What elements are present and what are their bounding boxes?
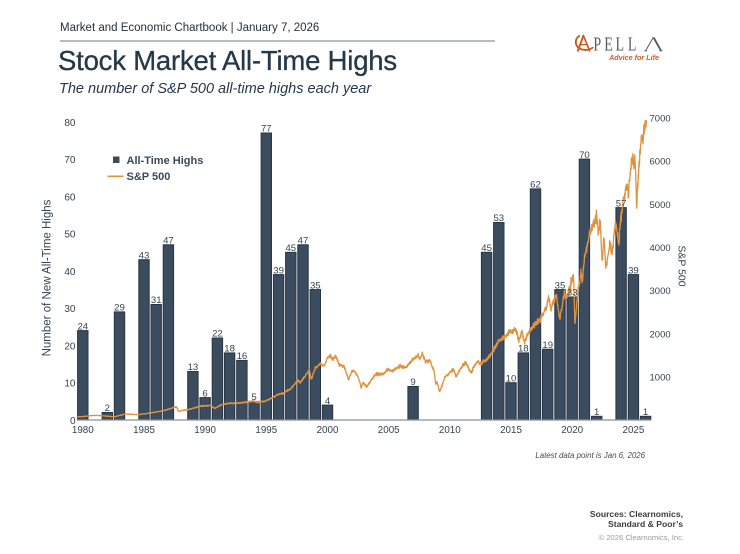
svg-text:19: 19 xyxy=(542,340,553,351)
svg-text:45: 45 xyxy=(481,243,492,254)
svg-text:70: 70 xyxy=(579,150,590,161)
svg-text:1980: 1980 xyxy=(72,425,94,436)
svg-text:18: 18 xyxy=(518,344,529,355)
svg-text:10: 10 xyxy=(506,373,517,384)
svg-text:1: 1 xyxy=(643,407,648,418)
svg-text:1: 1 xyxy=(594,407,599,418)
svg-text:30: 30 xyxy=(64,304,76,315)
svg-text:1000: 1000 xyxy=(650,373,671,384)
svg-text:S&P 500: S&P 500 xyxy=(676,245,688,286)
svg-text:6: 6 xyxy=(202,388,207,399)
svg-text:43: 43 xyxy=(139,250,150,261)
svg-text:40: 40 xyxy=(64,267,76,278)
svg-text:L: L xyxy=(628,33,637,55)
svg-text:L: L xyxy=(616,33,625,55)
svg-text:18: 18 xyxy=(224,344,235,355)
svg-text:60: 60 xyxy=(64,192,76,203)
svg-text:53: 53 xyxy=(493,213,504,224)
svg-text:70: 70 xyxy=(64,155,76,166)
svg-text:47: 47 xyxy=(298,236,309,247)
svg-text:5: 5 xyxy=(251,392,256,403)
svg-text:1985: 1985 xyxy=(133,425,155,436)
svg-text:13: 13 xyxy=(188,362,199,373)
svg-text:All-Time Highs: All-Time Highs xyxy=(127,155,204,167)
svg-text:2005: 2005 xyxy=(378,425,400,436)
svg-text:47: 47 xyxy=(163,236,174,247)
svg-text:5000: 5000 xyxy=(650,200,671,211)
svg-text:1995: 1995 xyxy=(255,425,277,436)
svg-text:Advice for Life: Advice for Life xyxy=(608,53,659,62)
svg-text:2025: 2025 xyxy=(623,425,645,436)
svg-text:35: 35 xyxy=(310,280,321,291)
svg-text:2020: 2020 xyxy=(561,425,583,436)
svg-text:20: 20 xyxy=(64,342,76,353)
svg-text:S&P 500: S&P 500 xyxy=(127,171,171,183)
svg-text:39: 39 xyxy=(273,265,284,276)
svg-text:E: E xyxy=(604,33,613,55)
svg-text:2000: 2000 xyxy=(650,329,671,340)
svg-text:45: 45 xyxy=(285,243,296,254)
svg-text:16: 16 xyxy=(237,351,248,362)
svg-text:4000: 4000 xyxy=(650,243,671,254)
svg-text:77: 77 xyxy=(261,124,272,135)
svg-text:1990: 1990 xyxy=(194,425,216,436)
svg-text:7000: 7000 xyxy=(650,114,671,125)
svg-text:4: 4 xyxy=(325,396,331,407)
svg-text:9: 9 xyxy=(410,377,415,388)
svg-text:57: 57 xyxy=(616,198,627,209)
svg-text:Number of New All-Time Highs: Number of New All-Time Highs xyxy=(42,199,54,356)
svg-text:10: 10 xyxy=(64,379,76,390)
svg-text:P: P xyxy=(593,33,601,55)
svg-text:6000: 6000 xyxy=(650,157,671,168)
svg-text:2010: 2010 xyxy=(439,425,461,436)
svg-text:0: 0 xyxy=(70,416,76,427)
svg-text:2000: 2000 xyxy=(317,425,339,436)
svg-text:80: 80 xyxy=(64,118,76,129)
svg-text:2: 2 xyxy=(105,403,110,414)
svg-text:3000: 3000 xyxy=(650,286,671,297)
svg-text:39: 39 xyxy=(628,265,639,276)
svg-text:33: 33 xyxy=(567,288,578,299)
svg-text:50: 50 xyxy=(64,230,76,241)
svg-text:24: 24 xyxy=(77,321,88,332)
svg-text:62: 62 xyxy=(530,180,541,191)
svg-text:22: 22 xyxy=(212,329,223,340)
svg-text:2015: 2015 xyxy=(500,425,522,436)
svg-text:31: 31 xyxy=(151,295,162,306)
svg-text:35: 35 xyxy=(555,280,566,291)
svg-text:29: 29 xyxy=(114,303,125,314)
